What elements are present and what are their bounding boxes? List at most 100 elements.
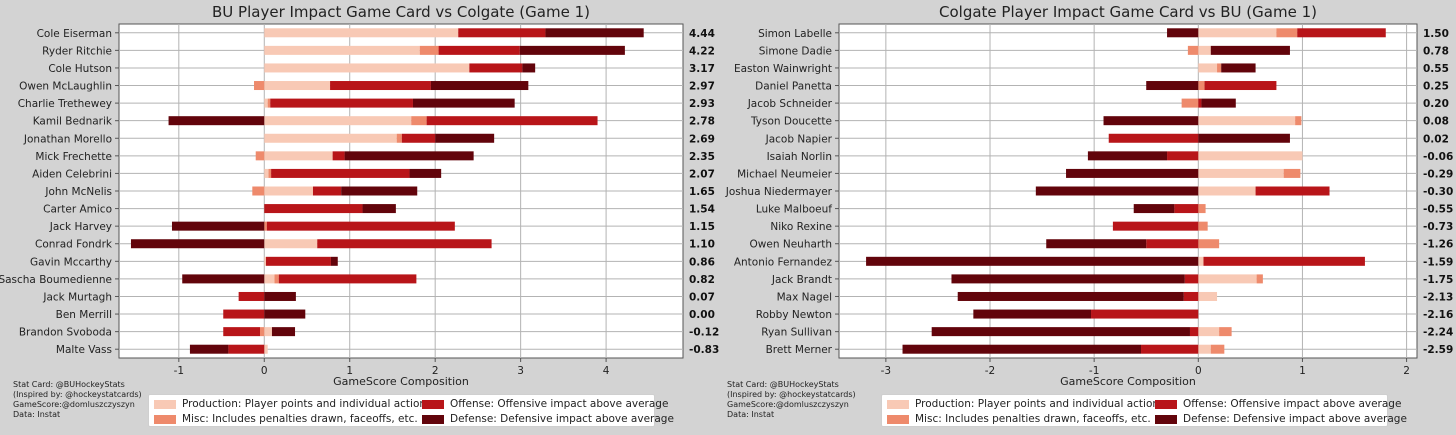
defense-segment [957,291,1184,301]
total-value-label: 0.00 [689,309,715,321]
production-segment [264,45,420,55]
legend-label: Defense: Defensive impact above average [1183,413,1407,425]
production-segment [264,28,459,38]
production-segment [1198,291,1218,301]
total-value-label: -0.83 [689,344,719,356]
production-segment [1198,28,1277,38]
player-name-label: Daniel Panetta [755,81,832,93]
legend-left: Production: Player points and individual… [148,394,674,427]
total-value-label: -2.16 [1423,309,1453,321]
misc-segment [1210,344,1225,354]
offense-segment [1108,133,1199,143]
x-tick-label: -2 [985,365,995,377]
legend-item-misc: Misc: Includes penalties drawn, faceoffs… [887,412,1151,426]
offense-segment [438,45,520,55]
misc-swatch [154,414,176,424]
defense-segment [519,45,625,55]
total-value-label: 0.07 [689,291,715,303]
player-name-label: Jacob Napier [765,133,833,145]
offense-segment [1091,309,1199,319]
production-segment [1198,45,1211,55]
production-segment [264,116,412,126]
total-value-label: 0.02 [1423,133,1449,145]
total-value-label: -0.12 [689,327,719,339]
legend-item-defense: Defense: Defensive impact above average [1155,412,1407,426]
total-value-label: 2.69 [689,133,715,145]
total-value-label: 2.93 [689,98,715,110]
offense-segment [1204,81,1277,91]
legend-item-misc: Misc: Includes penalties drawn, faceoffs… [154,412,418,426]
offense-segment [1203,256,1365,266]
total-value-label: 1.50 [1423,28,1449,40]
x-tick-label: -3 [881,365,891,377]
total-value-label: -2.24 [1423,327,1453,339]
player-name-label: Brandon Svoboda [19,327,112,339]
total-value-label: 2.78 [689,116,715,128]
defense-segment [1103,116,1199,126]
misc-segment [1198,81,1205,91]
player-name-label: Jack Murtagh [42,291,112,303]
total-value-label: 2.07 [689,168,715,180]
total-value-label: 0.78 [1423,45,1449,57]
misc-segment [254,81,265,91]
defense-segment [1221,63,1256,73]
offense-segment [1184,274,1199,284]
player-name-label: Aiden Celebrini [32,168,112,180]
offense-segment [1297,28,1386,38]
defense-segment [1210,45,1290,55]
player-name-label: Cole Eiserman [37,28,112,40]
player-name-label: John McNelis [44,186,112,198]
production-segment [1198,327,1220,337]
defense-segment [264,309,306,319]
defense-segment [271,327,296,337]
legend-label: Misc: Includes penalties drawn, faceoffs… [915,413,1151,425]
total-value-label: 0.86 [689,256,715,268]
player-name-label: Ben Merrill [56,309,112,321]
defense-segment [430,81,529,91]
legend-label: Misc: Includes penalties drawn, faceoffs… [182,413,418,425]
defense-segment [264,291,296,301]
offense-segment [458,28,546,38]
defense-segment [362,204,396,214]
misc-segment [419,45,439,55]
total-value-label: -0.73 [1423,221,1453,233]
defense-segment [522,63,536,73]
defense-segment [1066,168,1199,178]
defense-segment [171,221,265,231]
player-name-label: Malte Vass [56,344,112,356]
offense-segment [1112,221,1199,231]
total-value-label: -1.75 [1423,274,1453,286]
defense-segment [866,256,1199,266]
defense-segment [931,327,1190,337]
x-tick-label: 4 [603,365,610,377]
total-value-label: 1.54 [689,204,715,216]
credit-line: Stat Card: @BUHockeyStats [727,380,839,389]
legend-label: Offense: Offensive impact above average [1183,398,1402,410]
offense-segment [271,168,410,178]
offense-segment [228,344,265,354]
player-name-label: Charlie Trethewey [18,98,112,110]
x-tick-label: -1 [1089,365,1099,377]
offense-segment [426,116,598,126]
production-segment [264,168,269,178]
misc-segment [274,274,279,284]
production-segment [264,151,333,161]
defense-segment [1133,204,1175,214]
production-segment [264,239,318,249]
player-name-label: Owen Neuharth [750,239,832,251]
offense-segment [278,274,417,284]
legend-item-production: Production: Player points and individual… [154,397,432,411]
player-name-label: Cole Hutson [48,63,112,75]
offense-segment [1174,204,1199,214]
player-name-label: Niko Rexine [770,221,832,233]
offense-segment [264,204,363,214]
legend-right: Production: Player points and individual… [881,394,1407,427]
production-segment [264,256,266,266]
offense-segment [330,81,431,91]
x-tick-label: 0 [261,365,268,377]
chart-title: BU Player Impact Game Card vs Colgate (G… [212,3,590,21]
legend-label: Production: Player points and individual… [915,398,1165,410]
offense-segment [1255,186,1330,196]
player-name-label: Jack Brandt [771,274,832,286]
offense-segment [1198,98,1202,108]
